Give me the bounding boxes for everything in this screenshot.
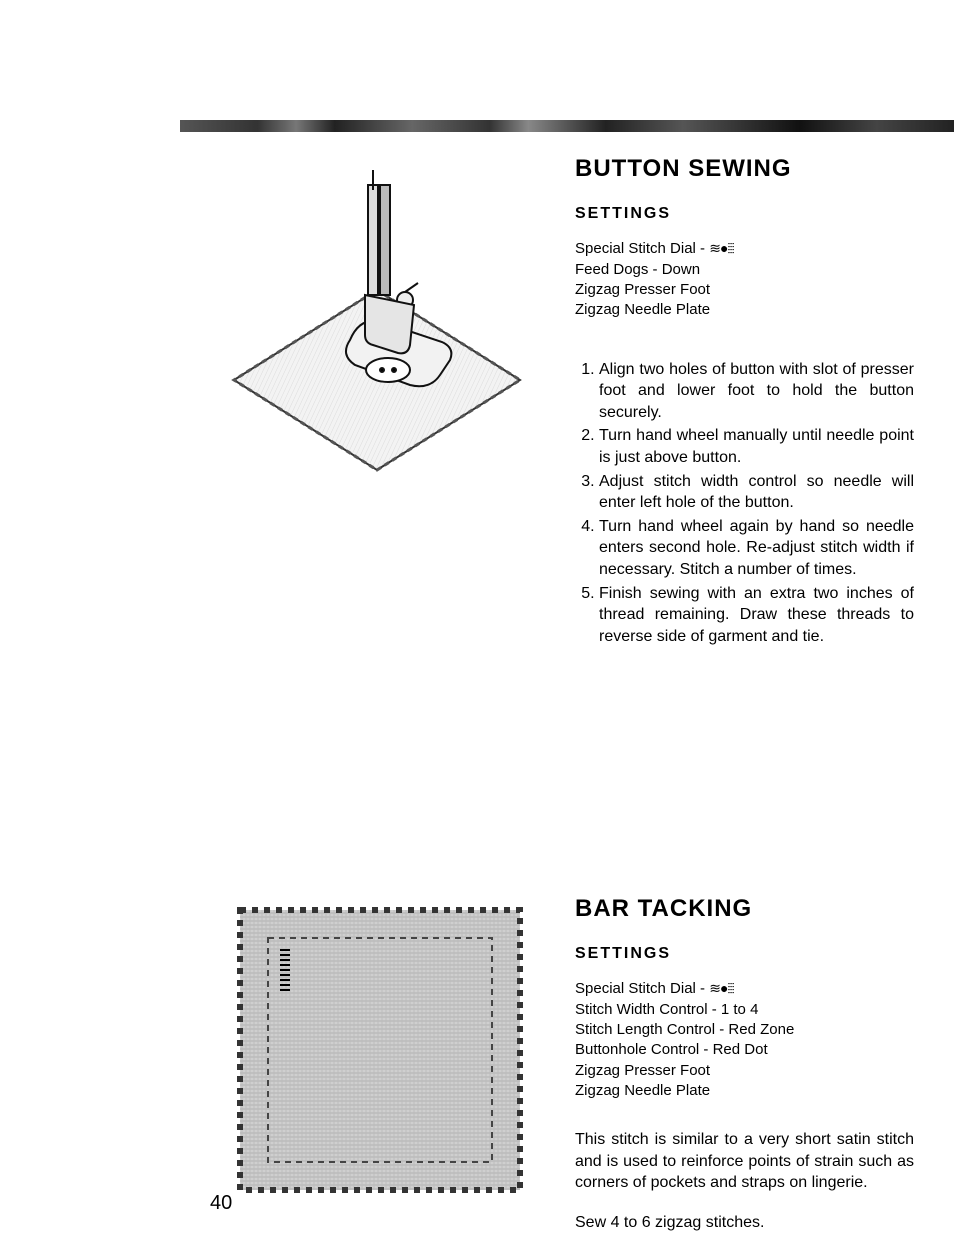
bar-tacking-closing: Sew 4 to 6 zigzag stitches. bbox=[575, 1212, 914, 1234]
setting-text: Special Stitch Dial - bbox=[575, 980, 709, 997]
step-item: Turn hand wheel manually until needle po… bbox=[599, 425, 914, 468]
step-item: Finish sewing with an extra two inches o… bbox=[599, 583, 914, 648]
button-sewing-steps: Align two holes of button with slot of p… bbox=[575, 359, 914, 648]
header-divider-bar bbox=[180, 120, 954, 132]
setting-line: Stitch Width Control - 1 to 4 bbox=[575, 1000, 914, 1020]
fabric-square bbox=[240, 910, 520, 1190]
illustration-bar-tacking bbox=[200, 895, 555, 1215]
bar-tacking-settings: Special Stitch Dial - ≋●⦙⦙⦙ Stitch Width… bbox=[575, 979, 914, 1101]
step-item: Turn hand wheel again by hand so needle … bbox=[599, 516, 914, 581]
heading-button-sewing: BUTTON SEWING bbox=[575, 155, 914, 183]
setting-line: Feed Dogs - Down bbox=[575, 260, 914, 280]
setting-line: Zigzag Needle Plate bbox=[575, 1081, 914, 1101]
dial-symbol-icon: ≋●⦙⦙⦙ bbox=[709, 982, 734, 998]
settings-label: SETTINGS bbox=[575, 945, 914, 963]
button-sewing-text: BUTTON SEWING SETTINGS Special Stitch Di… bbox=[555, 155, 914, 649]
page-number: 40 bbox=[210, 1192, 232, 1215]
illustration-button-sewing bbox=[200, 155, 555, 515]
section-bar-tacking: BAR TACKING SETTINGS Special Stitch Dial… bbox=[200, 895, 914, 1251]
setting-line: Zigzag Presser Foot bbox=[575, 1061, 914, 1081]
step-item: Align two holes of button with slot of p… bbox=[599, 359, 914, 424]
setting-line: Special Stitch Dial - ≋●⦙⦙⦙ bbox=[575, 979, 914, 1000]
setting-line: Stitch Length Control - Red Zone bbox=[575, 1020, 914, 1040]
setting-line: Zigzag Needle Plate bbox=[575, 300, 914, 320]
button-sewing-settings: Special Stitch Dial - ≋●⦙⦙⦙ Feed Dogs - … bbox=[575, 239, 914, 321]
page: BUTTON SEWING SETTINGS Special Stitch Di… bbox=[0, 0, 954, 1235]
step-item: Adjust stitch width control so needle wi… bbox=[599, 471, 914, 514]
presser-foot-assembly bbox=[346, 170, 451, 386]
setting-line: Buttonhole Control - Red Dot bbox=[575, 1040, 914, 1060]
bar-tacking-paragraph: This stitch is similar to a very short s… bbox=[575, 1129, 914, 1194]
setting-line: Zigzag Presser Foot bbox=[575, 280, 914, 300]
bar-tack-mark bbox=[280, 950, 290, 990]
settings-label: SETTINGS bbox=[575, 205, 914, 223]
button-sewing-svg bbox=[200, 155, 555, 515]
bar-tacking-svg bbox=[200, 895, 555, 1215]
heading-bar-tacking: BAR TACKING bbox=[575, 895, 914, 923]
setting-line: Special Stitch Dial - ≋●⦙⦙⦙ bbox=[575, 239, 914, 260]
setting-text: Special Stitch Dial - bbox=[575, 240, 709, 257]
section-button-sewing: BUTTON SEWING SETTINGS Special Stitch Di… bbox=[200, 155, 914, 649]
dial-symbol-icon: ≋●⦙⦙⦙ bbox=[709, 242, 734, 258]
bar-tacking-text: BAR TACKING SETTINGS Special Stitch Dial… bbox=[555, 895, 914, 1251]
